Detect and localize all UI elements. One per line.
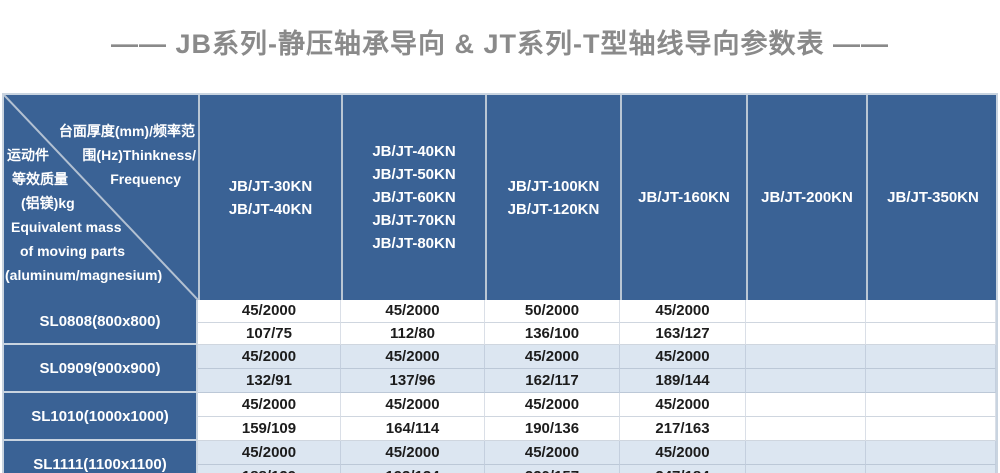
column-header-160kn: JB/JT-160KN bbox=[622, 95, 748, 300]
cell-thickness-freq: 45/2000 bbox=[485, 345, 620, 369]
header-line: JB/JT-60KN bbox=[372, 189, 456, 206]
corner-line-5: Equivalent mass bbox=[11, 219, 122, 235]
corner-line-3-left: 等效质量 bbox=[12, 171, 68, 187]
header-line: JB/JT-30KN bbox=[228, 177, 313, 195]
cell-mass bbox=[866, 465, 996, 473]
row-data-grid: 45/2000 45/2000 45/2000 45/2000 188/129 … bbox=[198, 441, 996, 473]
diagonal-divider-line bbox=[4, 95, 198, 300]
cell-thickness-freq bbox=[866, 393, 996, 417]
cell-mass: 217/163 bbox=[620, 417, 746, 441]
cell-thickness-freq: 45/2000 bbox=[620, 441, 746, 465]
row-label: SL1010(1000x1000) bbox=[4, 393, 198, 441]
table-row-sl0808: SL0808(800x800) 45/2000 45/2000 50/2000 … bbox=[4, 300, 996, 345]
table-header-row: 台面厚度(mm)/频率范 运动件 围(Hz)Thinkness/ 等效质量 Fr… bbox=[4, 95, 996, 300]
cell-mass: 137/96 bbox=[341, 369, 485, 393]
header-line: JB/JT-50KN bbox=[372, 166, 456, 183]
header-line: JB/JT-100KN bbox=[507, 177, 600, 195]
table-row-sl1010: SL1010(1000x1000) 45/2000 45/2000 45/200… bbox=[4, 393, 996, 441]
column-header-350kn: JB/JT-350KN bbox=[868, 95, 998, 300]
cell-thickness-freq: 45/2000 bbox=[341, 393, 485, 417]
cell-mass bbox=[746, 465, 866, 473]
cell-mass: 132/91 bbox=[198, 369, 341, 393]
corner-line-2-left: 运动件 bbox=[7, 147, 49, 163]
row-data-grid: 45/2000 45/2000 45/2000 45/2000 132/91 1… bbox=[198, 345, 996, 393]
corner-line-1: 台面厚度(mm)/频率范 bbox=[58, 123, 195, 139]
cell-mass: 107/75 bbox=[198, 322, 341, 345]
cell-thickness-freq: 45/2000 bbox=[198, 441, 341, 465]
cell-thickness-freq bbox=[866, 345, 996, 369]
header-line: JB/JT-40KN bbox=[372, 143, 456, 160]
table-row-sl1111: SL1111(1100x1100) 45/2000 45/2000 45/200… bbox=[4, 441, 996, 473]
corner-line-2: 运动件 围(Hz)Thinkness/ bbox=[4, 143, 198, 167]
cell-mass bbox=[866, 322, 996, 345]
corner-line-6: of moving parts bbox=[20, 243, 126, 259]
header-line: JB/JT-350KN bbox=[887, 189, 979, 206]
corner-line-7: (aluminum/magnesium) bbox=[5, 267, 163, 283]
cell-mass: 220/157 bbox=[485, 465, 620, 473]
cell-thickness-freq: 45/2000 bbox=[485, 393, 620, 417]
row-label: SL0808(800x800) bbox=[4, 300, 198, 345]
cell-mass: 193/134 bbox=[341, 465, 485, 473]
header-line: JB/JT-80KN bbox=[372, 235, 456, 252]
header-line: JB/JT-160KN bbox=[638, 189, 730, 206]
cell-mass: 190/136 bbox=[485, 417, 620, 441]
cell-mass: 188/129 bbox=[198, 465, 341, 473]
column-header-30-40kn: JB/JT-30KN JB/JT-40KN bbox=[200, 95, 343, 300]
cell-thickness-freq bbox=[746, 393, 866, 417]
cell-mass bbox=[746, 322, 866, 345]
column-header-200kn: JB/JT-200KN bbox=[748, 95, 868, 300]
cell-mass: 162/117 bbox=[485, 369, 620, 393]
cell-mass: 159/109 bbox=[198, 417, 341, 441]
cell-thickness-freq: 45/2000 bbox=[341, 345, 485, 369]
cell-mass bbox=[866, 417, 996, 441]
cell-thickness-freq: 50/2000 bbox=[485, 300, 620, 323]
cell-mass: 136/100 bbox=[485, 322, 620, 345]
table-row-sl0909: SL0909(900x900) 45/2000 45/2000 45/2000 … bbox=[4, 345, 996, 393]
cell-mass: 164/114 bbox=[341, 417, 485, 441]
header-line: JB/JT-200KN bbox=[761, 189, 853, 206]
cell-thickness-freq bbox=[746, 300, 866, 323]
header-line: JB/JT-120KN bbox=[507, 200, 600, 218]
cell-thickness-freq bbox=[866, 300, 996, 323]
cell-thickness-freq bbox=[746, 345, 866, 369]
column-header-100-120kn: JB/JT-100KN JB/JT-120KN bbox=[487, 95, 622, 300]
cell-thickness-freq: 45/2000 bbox=[620, 300, 746, 323]
cell-thickness-freq: 45/2000 bbox=[341, 441, 485, 465]
header-line: JB/JT-70KN bbox=[372, 212, 456, 229]
cell-thickness-freq bbox=[746, 441, 866, 465]
cell-thickness-freq: 45/2000 bbox=[620, 393, 746, 417]
cell-thickness-freq: 45/2000 bbox=[485, 441, 620, 465]
header-line: JB/JT-40KN bbox=[228, 200, 313, 218]
row-label: SL1111(1100x1100) bbox=[4, 441, 198, 473]
cell-mass bbox=[746, 369, 866, 393]
cell-thickness-freq: 45/2000 bbox=[620, 345, 746, 369]
cell-thickness-freq: 45/2000 bbox=[198, 393, 341, 417]
cell-thickness-freq: 45/2000 bbox=[198, 300, 341, 323]
corner-line-2-right: 围(Hz)Thinkness/ bbox=[82, 147, 196, 163]
corner-header-cell: 台面厚度(mm)/频率范 运动件 围(Hz)Thinkness/ 等效质量 Fr… bbox=[4, 95, 200, 300]
cell-mass: 163/127 bbox=[620, 322, 746, 345]
row-label: SL0909(900x900) bbox=[4, 345, 198, 393]
row-data-grid: 45/2000 45/2000 50/2000 45/2000 107/75 1… bbox=[198, 300, 996, 345]
cell-mass bbox=[746, 417, 866, 441]
corner-line-4: (铝镁)kg bbox=[21, 195, 75, 211]
cell-thickness-freq bbox=[866, 441, 996, 465]
page-title: —— JB系列-静压轴承导向 & JT系列-T型轴线导向参数表 —— bbox=[110, 29, 889, 59]
corner-line-3-right: Frequency bbox=[110, 171, 181, 187]
cell-mass: 112/80 bbox=[341, 322, 485, 345]
cell-thickness-freq: 45/2000 bbox=[341, 300, 485, 323]
corner-line-3: 等效质量 Frequency bbox=[4, 167, 198, 191]
row-data-grid: 45/2000 45/2000 45/2000 45/2000 159/109 … bbox=[198, 393, 996, 441]
cell-mass bbox=[866, 369, 996, 393]
cell-mass: 189/144 bbox=[620, 369, 746, 393]
cell-thickness-freq: 45/2000 bbox=[198, 345, 341, 369]
column-header-40-80kn: JB/JT-40KN JB/JT-50KN JB/JT-60KN JB/JT-7… bbox=[343, 95, 487, 300]
parameter-table: 台面厚度(mm)/频率范 运动件 围(Hz)Thinkness/ 等效质量 Fr… bbox=[2, 93, 998, 473]
cell-mass: 247/184 bbox=[620, 465, 746, 473]
